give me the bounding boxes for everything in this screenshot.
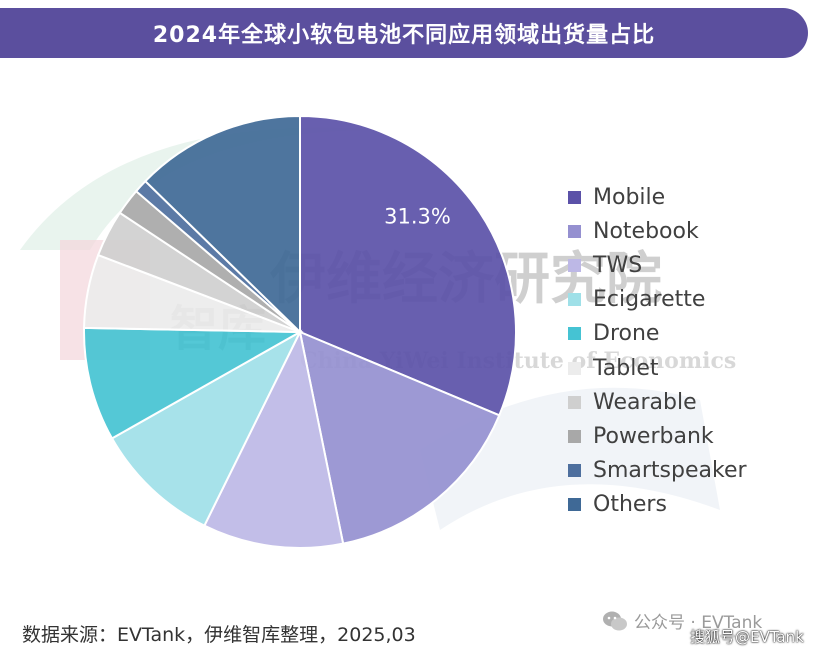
legend-label: Ecigarette <box>593 287 706 313</box>
legend-swatch <box>568 395 581 409</box>
legend-item-powerbank: Powerbank <box>568 419 808 453</box>
wechat-text: 公众号 · EVTank <box>634 613 763 633</box>
legend-label: Drone <box>593 321 660 347</box>
legend-item-ecigarette: Ecigarette <box>568 283 808 317</box>
source-note: 数据来源：EVTank，伊维智库整理，2025,03 <box>22 624 416 646</box>
pie-slice-ecigarette <box>110 329 303 528</box>
legend-label: Smartspeaker <box>593 458 747 484</box>
legend-label: TWS <box>593 252 643 278</box>
legend-label: Wearable <box>593 389 697 415</box>
legend-item-mobile: Mobile <box>568 180 808 214</box>
legend-label: Notebook <box>593 218 699 244</box>
pie-slice-tws <box>203 328 345 549</box>
pie-slice-others <box>143 114 301 335</box>
legend-swatch <box>568 327 581 341</box>
legend-item-drone: Drone <box>568 317 808 351</box>
legend-item-tablet: Tablet <box>568 351 808 385</box>
wechat-icon <box>603 611 627 630</box>
legend-swatch <box>568 464 581 478</box>
legend-swatch <box>568 293 581 307</box>
legend-swatch <box>568 224 581 238</box>
legend-swatch <box>568 498 581 512</box>
legend: Mobile Notebook TWS Ecigarette Drone Tablet We… <box>568 180 808 522</box>
legend-item-others: Others <box>568 488 808 522</box>
legend-swatch <box>568 429 581 443</box>
title-bar: 2024年全球小软包电池不同应用领域出货量占比 <box>0 8 808 58</box>
legend-item-wearable: Wearable <box>568 385 808 419</box>
pie-slice-drone <box>83 326 304 440</box>
legend-item-smartspeaker: Smartspeaker <box>568 454 808 488</box>
legend-swatch <box>568 190 581 204</box>
legend-label: Mobile <box>593 184 666 210</box>
pie-slice-notebook <box>298 330 501 545</box>
pie-slice-mobile <box>299 114 517 417</box>
wechat-watermark: 公众号 · EVTank <box>602 608 762 633</box>
sohu-watermark: 搜狐号@EVTank <box>690 628 804 646</box>
legend-item-tws: TWS <box>568 248 808 282</box>
legend-swatch <box>568 258 581 272</box>
chart-title: 2024年全球小软包电池不同应用领域出货量占比 <box>152 23 656 48</box>
legend-item-notebook: Notebook <box>568 214 808 248</box>
data-label-mobile: 31.3% <box>384 205 451 229</box>
legend-label: Tablet <box>593 355 659 381</box>
legend-swatch <box>568 361 581 375</box>
legend-label: Others <box>593 492 667 518</box>
legend-label: Powerbank <box>593 423 714 449</box>
